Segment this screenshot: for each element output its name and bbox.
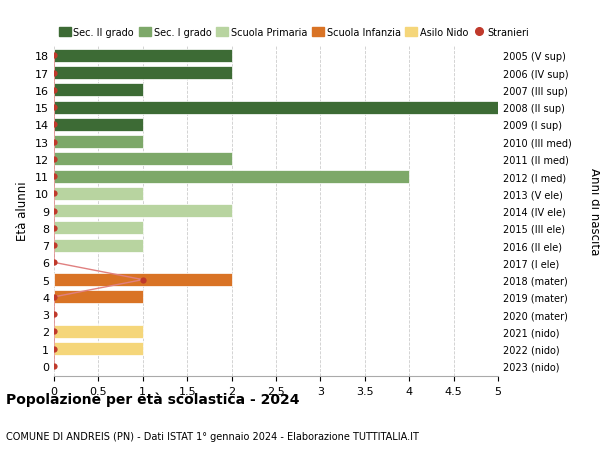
Bar [54,342,143,355]
Bar [54,118,143,132]
Bar [54,67,232,80]
Bar [54,101,498,114]
Bar [54,153,232,166]
Text: COMUNE DI ANDREIS (PN) - Dati ISTAT 1° gennaio 2024 - Elaborazione TUTTITALIA.IT: COMUNE DI ANDREIS (PN) - Dati ISTAT 1° g… [6,431,419,441]
Text: Popolazione per età scolastica - 2024: Popolazione per età scolastica - 2024 [6,392,299,406]
Y-axis label: Età alunni: Età alunni [16,181,29,241]
Bar [54,291,143,304]
Bar [54,239,143,252]
Bar [54,205,232,218]
Bar [54,84,143,97]
Y-axis label: Anni di nascita: Anni di nascita [588,168,600,255]
Bar [54,136,143,149]
Bar [54,222,143,235]
Bar [54,274,232,286]
Bar [54,50,232,63]
Legend: Sec. II grado, Sec. I grado, Scuola Primaria, Scuola Infanzia, Asilo Nido, Stran: Sec. II grado, Sec. I grado, Scuola Prim… [59,28,530,38]
Bar [54,170,409,183]
Bar [54,325,143,338]
Bar [54,187,143,201]
